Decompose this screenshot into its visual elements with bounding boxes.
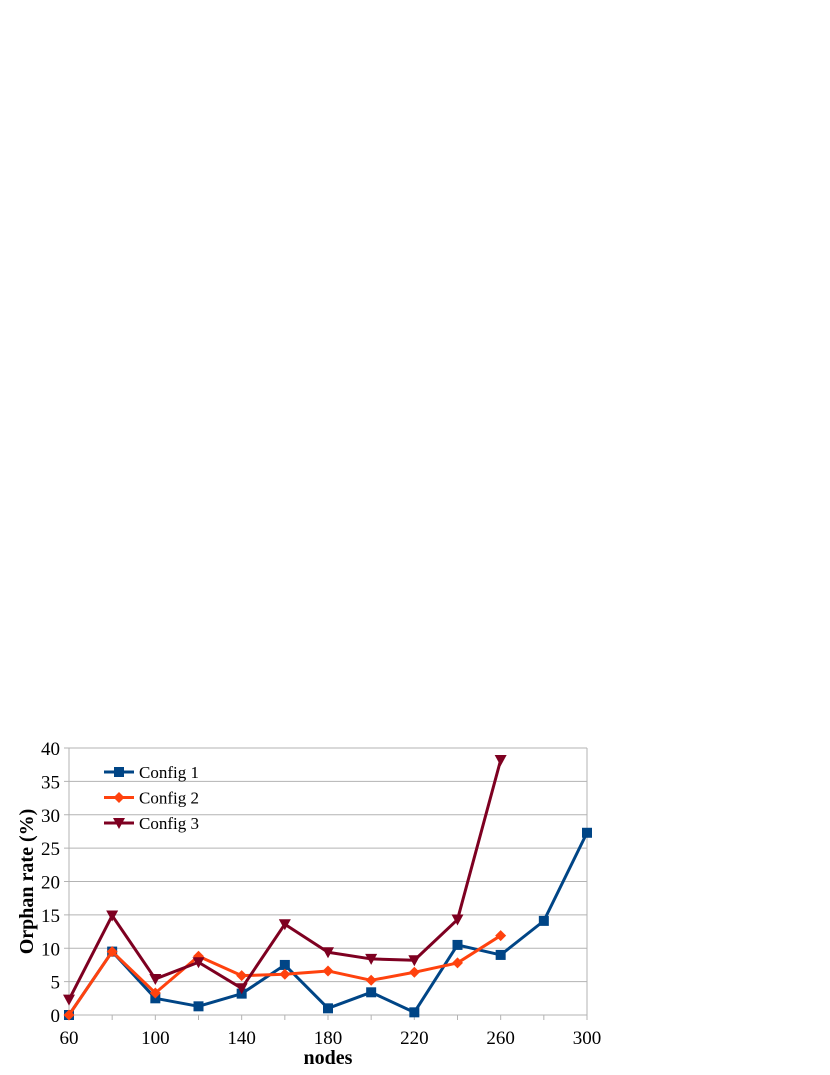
data-point	[236, 970, 248, 982]
data-point	[495, 930, 507, 942]
y-tick-label: 15	[41, 906, 60, 927]
data-point	[408, 955, 421, 967]
y-tick-label: 20	[41, 873, 60, 894]
data-point	[451, 914, 464, 926]
y-tick-label: 5	[51, 973, 61, 994]
data-point	[278, 919, 291, 931]
axes	[64, 747, 588, 1020]
data-point	[63, 994, 75, 1006]
legend-item: Config 3	[104, 814, 199, 833]
legend-label: Config 3	[139, 814, 199, 833]
y-tick-label: 0	[51, 1006, 61, 1027]
data-point	[452, 939, 463, 950]
x-tick-label: 100	[141, 1028, 170, 1049]
y-tick-label: 35	[41, 772, 60, 793]
y-tick-label: 40	[41, 739, 60, 760]
series	[63, 755, 592, 1021]
data-point	[322, 947, 334, 959]
series-line	[67, 832, 589, 1016]
data-point	[149, 987, 161, 999]
x-tick-label: 60	[60, 1028, 79, 1049]
data-point	[106, 946, 118, 958]
legend: Config 1 Config 2 Config 3	[104, 763, 199, 833]
y-axis-title: Orphan rate (%)	[16, 809, 38, 955]
y-tick-label: 30	[41, 806, 60, 827]
data-point	[365, 953, 378, 965]
data-point	[494, 755, 507, 767]
x-axis-title: nodes	[304, 1047, 353, 1069]
data-point	[113, 818, 125, 829]
y-tick-label: 25	[41, 839, 60, 860]
data-point	[149, 973, 162, 985]
data-point	[114, 767, 124, 777]
data-point	[365, 974, 377, 986]
x-tick-label: 140	[227, 1028, 256, 1049]
data-point	[538, 915, 549, 926]
legend-item: Config 1	[104, 763, 199, 782]
data-point	[113, 792, 125, 803]
data-point	[495, 949, 506, 960]
data-point	[106, 910, 119, 922]
data-point	[235, 983, 248, 995]
x-tick-label: 220	[400, 1028, 429, 1049]
data-point	[63, 1009, 75, 1021]
data-point	[193, 1001, 204, 1012]
data-point	[582, 827, 592, 838]
data-point	[192, 957, 205, 969]
x-tick-label: 300	[573, 1028, 602, 1049]
legend-item: Config 2	[104, 789, 199, 808]
data-point	[279, 959, 290, 970]
data-point	[279, 968, 291, 980]
x-tick-label: 180	[314, 1028, 343, 1049]
data-point	[408, 966, 420, 978]
data-point	[366, 987, 377, 998]
data-point	[409, 1007, 420, 1018]
y-tick-label: 10	[41, 939, 60, 960]
data-point	[323, 1003, 333, 1014]
tick-labels: 0 5 10 15 20 25 30 35 40 60 100 140 180 220 260 300	[41, 739, 601, 1049]
series-1	[64, 827, 592, 1020]
legend-label: Config 1	[139, 763, 199, 782]
x-tick-label: 260	[486, 1028, 515, 1049]
series-3	[63, 755, 507, 1006]
data-point	[322, 965, 334, 977]
legend-label: Config 2	[139, 789, 199, 808]
data-point	[452, 957, 463, 969]
